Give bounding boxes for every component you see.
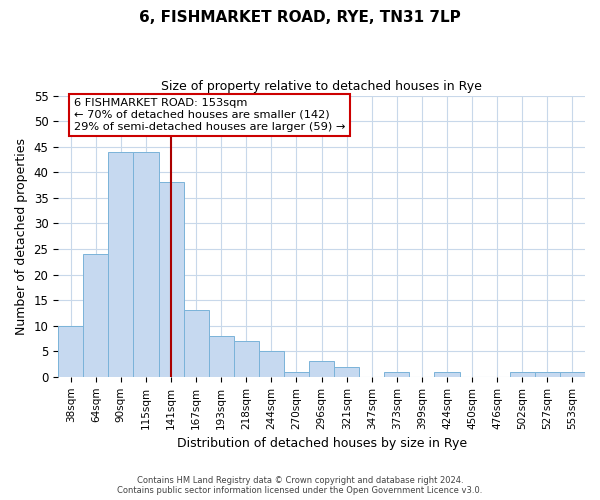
Bar: [284, 372, 309, 377]
Bar: [58, 326, 83, 377]
Bar: [234, 341, 259, 377]
Bar: [133, 152, 158, 377]
Bar: [158, 182, 184, 377]
Text: 6, FISHMARKET ROAD, RYE, TN31 7LP: 6, FISHMARKET ROAD, RYE, TN31 7LP: [139, 10, 461, 25]
Y-axis label: Number of detached properties: Number of detached properties: [15, 138, 28, 334]
Text: 6 FISHMARKET ROAD: 153sqm
← 70% of detached houses are smaller (142)
29% of semi: 6 FISHMARKET ROAD: 153sqm ← 70% of detac…: [74, 98, 346, 132]
X-axis label: Distribution of detached houses by size in Rye: Distribution of detached houses by size …: [176, 437, 467, 450]
Bar: [209, 336, 234, 377]
Bar: [510, 372, 535, 377]
Bar: [384, 372, 409, 377]
Bar: [83, 254, 109, 377]
Text: Contains HM Land Registry data © Crown copyright and database right 2024.
Contai: Contains HM Land Registry data © Crown c…: [118, 476, 482, 495]
Bar: [309, 362, 334, 377]
Bar: [259, 351, 284, 377]
Bar: [434, 372, 460, 377]
Bar: [560, 372, 585, 377]
Bar: [334, 366, 359, 377]
Bar: [535, 372, 560, 377]
Bar: [109, 152, 133, 377]
Title: Size of property relative to detached houses in Rye: Size of property relative to detached ho…: [161, 80, 482, 93]
Bar: [184, 310, 209, 377]
